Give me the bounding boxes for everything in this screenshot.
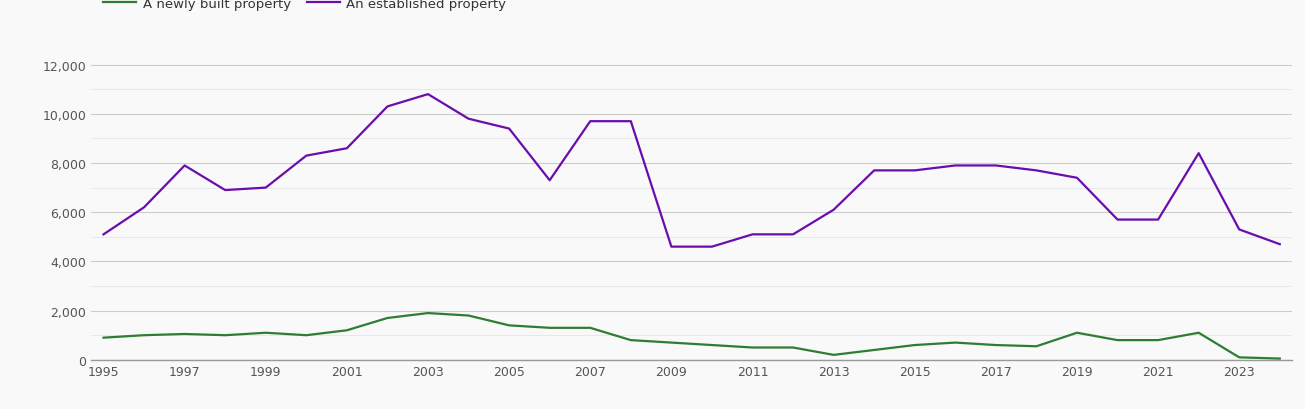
An established property xyxy=(907,169,923,173)
A newly built property xyxy=(176,332,192,337)
An established property xyxy=(947,164,963,169)
A newly built property xyxy=(745,345,761,350)
An established property xyxy=(299,154,315,159)
An established property xyxy=(380,105,395,110)
An established property xyxy=(867,169,882,173)
A newly built property xyxy=(95,335,111,340)
Line: A newly built property: A newly built property xyxy=(103,313,1280,359)
A newly built property xyxy=(542,326,557,330)
An established property xyxy=(258,186,274,191)
An established property xyxy=(218,188,234,193)
A newly built property xyxy=(339,328,355,333)
An established property xyxy=(988,164,1004,169)
A newly built property xyxy=(1232,355,1248,360)
A newly built property xyxy=(622,338,638,343)
An established property xyxy=(1028,169,1044,173)
An established property xyxy=(582,119,598,124)
An established property xyxy=(663,245,679,249)
A newly built property xyxy=(1272,356,1288,361)
A newly built property xyxy=(663,340,679,345)
A newly built property xyxy=(218,333,234,338)
A newly built property xyxy=(947,340,963,345)
An established property xyxy=(501,127,517,132)
A newly built property xyxy=(501,323,517,328)
A newly built property xyxy=(907,343,923,348)
A newly built property xyxy=(380,316,395,321)
An established property xyxy=(826,208,842,213)
An established property xyxy=(745,232,761,237)
A newly built property xyxy=(1028,344,1044,349)
A newly built property xyxy=(867,348,882,353)
An established property xyxy=(461,117,476,122)
An established property xyxy=(622,119,638,124)
A newly built property xyxy=(705,343,720,348)
An established property xyxy=(136,205,151,210)
An established property xyxy=(176,164,192,169)
A newly built property xyxy=(461,313,476,318)
An established property xyxy=(339,146,355,151)
An established property xyxy=(705,245,720,249)
An established property xyxy=(1191,151,1207,156)
A newly built property xyxy=(299,333,315,338)
An established property xyxy=(1272,242,1288,247)
An established property xyxy=(420,92,436,97)
A newly built property xyxy=(988,343,1004,348)
A newly built property xyxy=(420,311,436,316)
A newly built property xyxy=(786,345,801,350)
An established property xyxy=(1109,218,1125,222)
A newly built property xyxy=(826,353,842,357)
A newly built property xyxy=(1150,338,1165,343)
A newly built property xyxy=(136,333,151,338)
An established property xyxy=(786,232,801,237)
A newly built property xyxy=(1069,330,1084,335)
An established property xyxy=(95,232,111,237)
Line: An established property: An established property xyxy=(103,95,1280,247)
A newly built property xyxy=(258,330,274,335)
An established property xyxy=(1232,227,1248,232)
A newly built property xyxy=(1191,330,1207,335)
An established property xyxy=(1069,176,1084,181)
A newly built property xyxy=(582,326,598,330)
An established property xyxy=(1150,218,1165,222)
Legend: A newly built property, An established property: A newly built property, An established p… xyxy=(98,0,512,16)
A newly built property xyxy=(1109,338,1125,343)
An established property xyxy=(542,178,557,183)
